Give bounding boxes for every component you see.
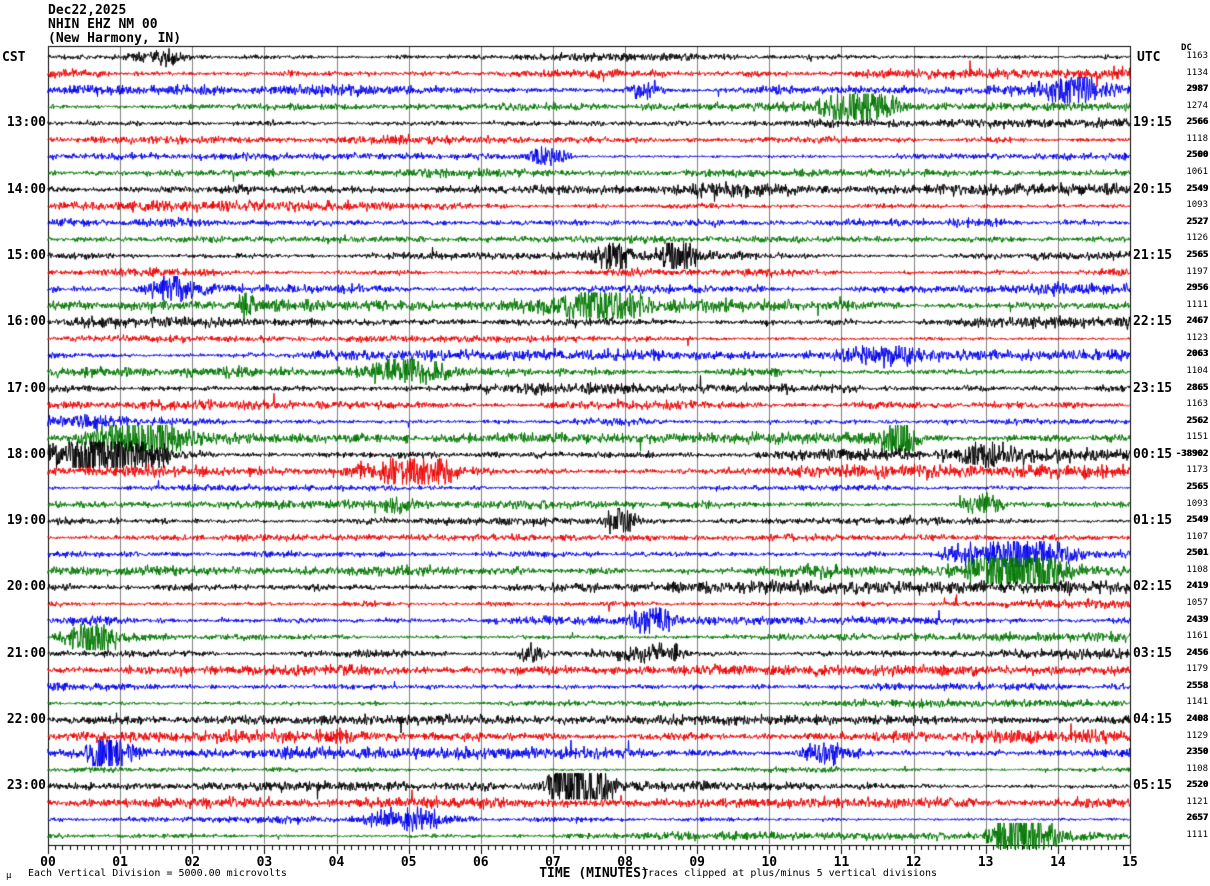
dc-offset-value: 1121	[1186, 796, 1208, 807]
dc-offset-value: 2956	[1186, 283, 1208, 293]
x-axis-tick-label: 12	[905, 855, 922, 870]
dc-offset-value: 2501	[1186, 548, 1208, 559]
trace-clip-note: Traces clipped at plus/minus 5 vertical …	[642, 868, 938, 879]
dc-offset-value: 1163	[1186, 51, 1208, 61]
dc-offset-value: 2562	[1186, 415, 1208, 426]
dc-offset-value: 2439	[1186, 614, 1208, 625]
utc-hour-label: 23:15	[1133, 380, 1173, 396]
x-axis-tick-label: 14	[1050, 855, 1066, 870]
x-axis-tick-label: 05	[400, 855, 417, 870]
dc-column-header: DC	[1181, 43, 1192, 53]
x-axis-title: TIME (MINUTES)	[539, 866, 649, 881]
dc-offset-value: 1108	[1186, 564, 1208, 575]
utc-hour-label: 21:15	[1133, 247, 1173, 263]
dc-offset-value: 2549	[1186, 515, 1208, 526]
x-axis-tick-label: 03	[256, 855, 273, 870]
x-axis-tick-label: 13	[977, 855, 994, 870]
dc-offset-value: 1104	[1186, 365, 1208, 376]
cst-hour-label: 18:00	[6, 446, 46, 462]
station-code: NHIN EHZ NM 00	[48, 17, 158, 32]
x-axis-tick-label: 00	[40, 855, 56, 870]
cst-hour-label: 15:00	[6, 247, 46, 263]
cst-hour-label: 23:00	[6, 778, 46, 794]
dc-offset-value: 1274	[1186, 100, 1208, 111]
x-axis-tick-label: 08	[617, 855, 633, 870]
cst-hour-label: 14:00	[6, 181, 46, 197]
dc-offset-value: 2500	[1186, 150, 1208, 161]
dc-offset-value: 2467	[1186, 316, 1208, 327]
dc-offset-value: -38902	[1175, 448, 1208, 459]
vertical-division-scale-note: Each Vertical Division = 5000.00 microvo…	[28, 868, 287, 879]
dc-offset-value: 1111	[1186, 299, 1208, 310]
x-axis-tick-label: 01	[112, 855, 128, 870]
utc-hour-label: 02:15	[1133, 579, 1173, 595]
x-axis-tick-label: 07	[545, 855, 561, 870]
utc-hour-label: 20:15	[1133, 181, 1173, 197]
dc-offset-value: 1093	[1186, 200, 1208, 211]
x-axis-tick-label: 15	[1122, 855, 1138, 870]
dc-offset-value: 2566	[1186, 117, 1208, 128]
dc-offset-value: 2456	[1186, 647, 1208, 658]
dc-offset-value: 2565	[1186, 249, 1208, 260]
dc-offset-value: 2558	[1186, 680, 1208, 691]
utc-hour-label: 00:15	[1133, 446, 1173, 462]
x-axis-tick-label: 04	[328, 855, 345, 870]
dc-offset-value: 1126	[1186, 233, 1208, 244]
dc-offset-value: 2350	[1186, 747, 1208, 758]
dc-offset-value: 2549	[1186, 183, 1208, 194]
dc-offset-value: 1057	[1186, 597, 1208, 608]
x-axis-tick-label: 11	[833, 855, 850, 870]
dc-offset-value: 2520	[1186, 780, 1208, 791]
cst-hour-label: 20:00	[6, 579, 46, 595]
dc-offset-value: 1123	[1186, 332, 1208, 343]
dc-offset-value: 2865	[1186, 382, 1208, 393]
dc-offset-value: 1179	[1186, 664, 1208, 675]
dc-offset-value: 1161	[1186, 631, 1208, 642]
dc-offset-value: 1107	[1186, 531, 1208, 542]
dc-offset-value: 2063	[1186, 349, 1208, 360]
station-location: (New Harmony, IN)	[48, 31, 182, 46]
utc-hour-label: 04:15	[1133, 712, 1173, 727]
dc-offset-value: 2987	[1186, 84, 1208, 95]
dc-offset-value: 2419	[1186, 581, 1208, 592]
dc-offset-value: 1151	[1186, 432, 1208, 443]
dc-offset-value: 2527	[1186, 216, 1208, 227]
dc-offset-value: 1129	[1186, 730, 1208, 741]
dc-offset-value: 1141	[1186, 697, 1208, 708]
x-axis-tick-label: 06	[472, 855, 489, 870]
cst-hour-label: 19:00	[6, 513, 46, 529]
dc-offset-value: 1134	[1186, 67, 1208, 78]
dc-offset-value: 2657	[1186, 813, 1208, 824]
dc-offset-value: 1061	[1186, 167, 1208, 177]
dc-offset-value: 2565	[1186, 481, 1208, 492]
right-timezone-label: UTC	[1137, 50, 1161, 65]
dc-offset-value: 1093	[1186, 498, 1208, 509]
plot-date: Dec22,2025	[48, 3, 127, 18]
x-axis-tick-label: 02	[184, 855, 201, 870]
dc-offset-value: 1108	[1186, 763, 1208, 774]
utc-hour-label: 05:15	[1133, 778, 1173, 794]
cst-hour-label: 13:00	[6, 115, 46, 131]
x-axis-tick-label: 10	[761, 855, 778, 870]
utc-hour-label: 01:15	[1133, 513, 1173, 529]
mu-glyph: μ	[6, 871, 12, 881]
dc-offset-value: 1173	[1186, 465, 1208, 476]
cst-hour-label: 17:00	[6, 380, 46, 396]
cst-hour-label: 22:00	[6, 712, 46, 727]
left-timezone-label: CST	[2, 50, 26, 65]
utc-hour-label: 19:15	[1133, 115, 1173, 131]
utc-hour-label: 22:15	[1133, 314, 1173, 330]
utc-hour-label: 03:15	[1133, 645, 1173, 661]
dc-offset-value: 1118	[1186, 133, 1208, 144]
dc-offset-value: 2408	[1186, 714, 1208, 724]
dc-offset-value: 1111	[1186, 830, 1208, 840]
dc-offset-value: 1197	[1186, 266, 1208, 277]
x-axis-tick-label: 09	[689, 855, 706, 870]
dc-offset-value: 1163	[1186, 399, 1208, 410]
cst-hour-label: 16:00	[6, 314, 46, 330]
cst-hour-label: 21:00	[6, 645, 46, 661]
